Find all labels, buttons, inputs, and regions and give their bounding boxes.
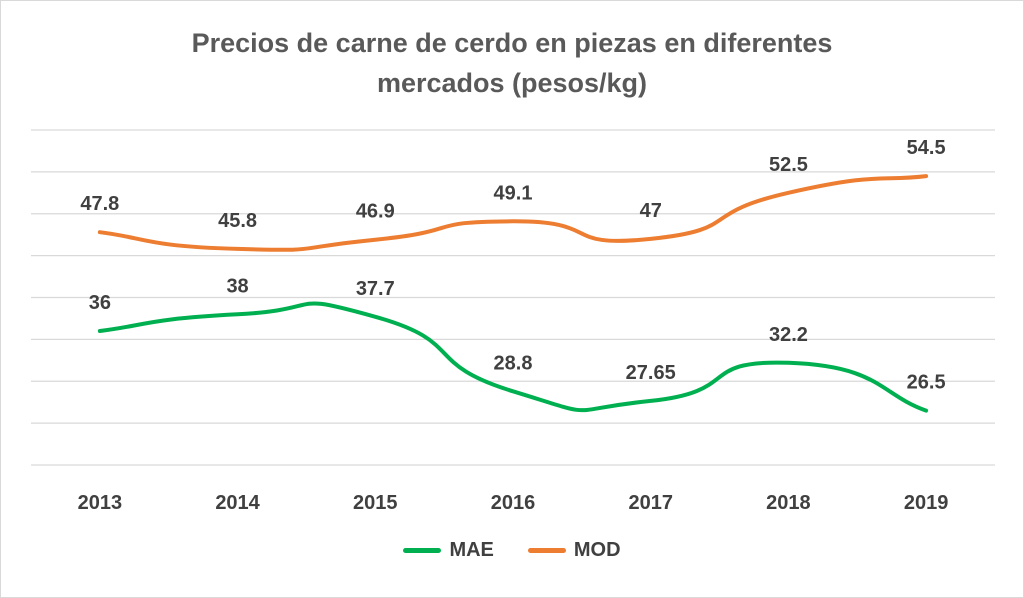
data-label-mae: 36 — [89, 292, 111, 314]
x-tick-label: 2016 — [491, 492, 536, 514]
data-label-mod: 52.5 — [769, 154, 808, 176]
data-label-mae: 28.8 — [494, 352, 533, 374]
chart-title: Precios de carne de cerdo en piezas en d… — [1, 23, 1023, 103]
legend-label-mae: MAE — [449, 539, 494, 561]
chart-title-line-1: Precios de carne de cerdo en piezas en d… — [191, 28, 833, 58]
data-label-mod: 45.8 — [218, 210, 257, 232]
data-label-mod: 47.8 — [80, 193, 119, 215]
data-label-mae: 37.7 — [356, 278, 395, 300]
x-tick-label: 2019 — [904, 492, 949, 514]
data-label-mod: 49.1 — [494, 182, 533, 204]
chart-legend: MAE MOD — [1, 539, 1023, 562]
x-tick-label: 2017 — [628, 492, 673, 514]
legend-label-mod: MOD — [573, 539, 621, 561]
x-tick-label: 2014 — [215, 492, 260, 514]
x-tick-label: 2013 — [78, 492, 123, 514]
data-label-mae: 27.65 — [626, 362, 676, 384]
x-tick-label: 2018 — [766, 492, 811, 514]
data-label-mod: 47 — [640, 200, 662, 222]
legend-swatch-mae — [403, 548, 442, 553]
legend-item-mod: MOD — [527, 539, 621, 562]
legend-item-mae: MAE — [403, 539, 494, 562]
x-tick-label: 2015 — [353, 492, 398, 514]
legend-swatch-mod — [527, 548, 566, 553]
data-label-mod: 46.9 — [356, 201, 395, 223]
data-label-mod: 54.5 — [907, 137, 946, 159]
data-label-mae: 32.2 — [769, 324, 808, 346]
series-line-mae — [97, 301, 929, 413]
data-label-mae: 38 — [226, 275, 248, 297]
chart-title-line-2: mercados (pesos/kg) — [376, 68, 648, 98]
data-label-mae: 26.5 — [907, 372, 946, 394]
